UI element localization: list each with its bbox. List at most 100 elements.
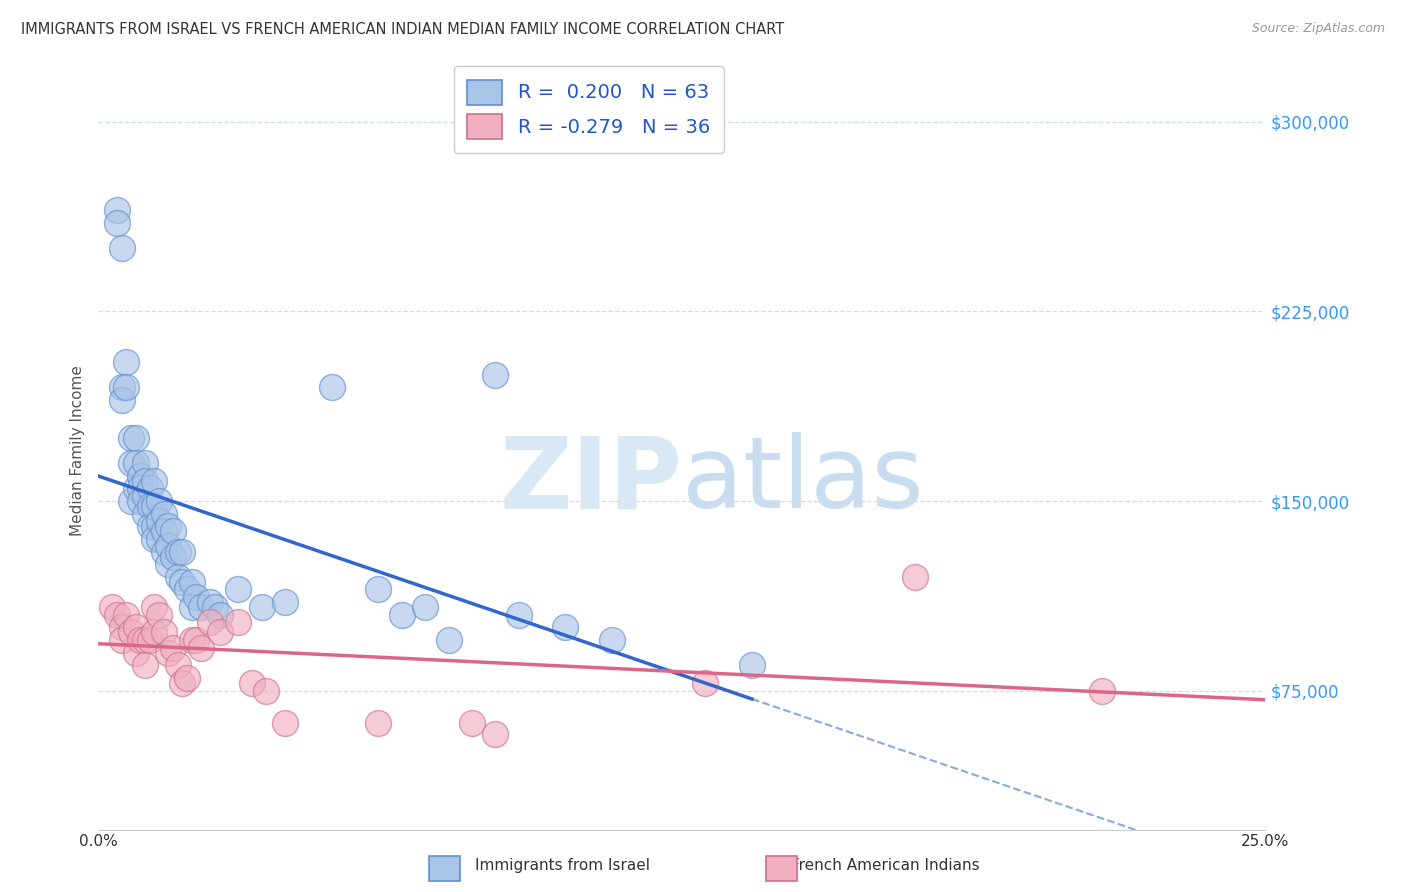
- Point: [162, 549, 184, 564]
- Point: [186, 633, 208, 648]
- Point: [125, 620, 148, 634]
- Point: [105, 216, 128, 230]
- Point: [134, 456, 156, 470]
- Point: [461, 716, 484, 731]
- Point: [139, 482, 162, 496]
- Point: [143, 532, 166, 546]
- Point: [172, 544, 194, 558]
- Point: [143, 600, 166, 615]
- Point: [152, 544, 174, 558]
- Legend: R =  0.200   N = 63, R = -0.279   N = 36: R = 0.200 N = 63, R = -0.279 N = 36: [454, 66, 724, 153]
- Point: [111, 241, 134, 255]
- Point: [180, 633, 202, 648]
- Point: [125, 646, 148, 660]
- Point: [120, 625, 142, 640]
- Point: [321, 380, 343, 394]
- Point: [111, 392, 134, 407]
- Point: [101, 600, 124, 615]
- Point: [413, 600, 436, 615]
- Point: [115, 380, 138, 394]
- Point: [180, 600, 202, 615]
- Point: [162, 524, 184, 539]
- Point: [139, 499, 162, 513]
- Point: [157, 540, 180, 554]
- Point: [904, 570, 927, 584]
- Point: [242, 676, 264, 690]
- Point: [250, 600, 273, 615]
- Point: [111, 620, 134, 634]
- Point: [134, 658, 156, 673]
- Point: [208, 607, 231, 622]
- Point: [129, 482, 152, 496]
- Point: [190, 640, 212, 655]
- Point: [134, 489, 156, 503]
- Point: [228, 582, 250, 597]
- Point: [120, 431, 142, 445]
- Point: [125, 456, 148, 470]
- Point: [139, 633, 162, 648]
- Point: [152, 524, 174, 539]
- Point: [228, 615, 250, 630]
- Point: [172, 676, 194, 690]
- Point: [200, 615, 222, 630]
- Point: [166, 544, 188, 558]
- Point: [111, 380, 134, 394]
- Point: [129, 494, 152, 508]
- Point: [176, 582, 198, 597]
- Point: [508, 607, 530, 622]
- Point: [148, 514, 170, 528]
- Point: [157, 646, 180, 660]
- Point: [162, 640, 184, 655]
- Point: [200, 595, 222, 609]
- Point: [180, 574, 202, 589]
- Point: [190, 600, 212, 615]
- Y-axis label: Median Family Income: Median Family Income: [69, 365, 84, 536]
- Point: [148, 532, 170, 546]
- Point: [274, 595, 297, 609]
- Point: [157, 557, 180, 572]
- Text: atlas: atlas: [682, 433, 924, 529]
- Point: [143, 474, 166, 488]
- Point: [172, 574, 194, 589]
- Point: [148, 494, 170, 508]
- Point: [115, 607, 138, 622]
- Point: [176, 671, 198, 685]
- Point: [391, 607, 413, 622]
- Point: [166, 658, 188, 673]
- Text: French American Indians: French American Indians: [792, 858, 980, 872]
- Point: [129, 633, 152, 648]
- Point: [204, 600, 226, 615]
- Text: Immigrants from Israel: Immigrants from Israel: [475, 858, 650, 872]
- Point: [139, 519, 162, 533]
- Point: [115, 355, 138, 369]
- Point: [125, 482, 148, 496]
- Point: [600, 633, 623, 648]
- Point: [120, 494, 142, 508]
- Point: [143, 499, 166, 513]
- Point: [274, 716, 297, 731]
- Point: [554, 620, 576, 634]
- Text: Source: ZipAtlas.com: Source: ZipAtlas.com: [1251, 22, 1385, 36]
- Point: [1091, 683, 1114, 698]
- Point: [484, 726, 506, 740]
- Point: [437, 633, 460, 648]
- Point: [120, 456, 142, 470]
- Point: [367, 716, 389, 731]
- Point: [166, 570, 188, 584]
- Point: [105, 203, 128, 218]
- Point: [143, 519, 166, 533]
- Point: [134, 507, 156, 521]
- Point: [143, 625, 166, 640]
- Text: ZIP: ZIP: [499, 433, 682, 529]
- Point: [134, 633, 156, 648]
- Point: [125, 431, 148, 445]
- Point: [484, 368, 506, 382]
- Point: [186, 590, 208, 604]
- Point: [105, 607, 128, 622]
- Point: [695, 676, 717, 690]
- Point: [367, 582, 389, 597]
- Point: [256, 683, 278, 698]
- Point: [208, 625, 231, 640]
- Point: [741, 658, 763, 673]
- Point: [148, 607, 170, 622]
